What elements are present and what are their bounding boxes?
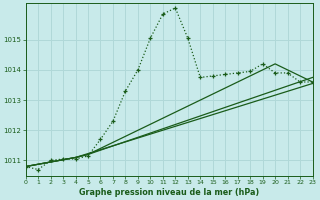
X-axis label: Graphe pression niveau de la mer (hPa): Graphe pression niveau de la mer (hPa) bbox=[79, 188, 259, 197]
